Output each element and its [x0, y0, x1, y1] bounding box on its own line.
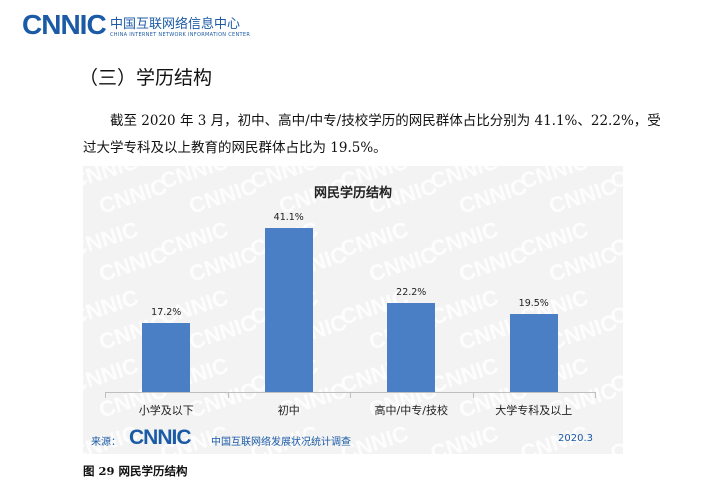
source-logo: CNNIC	[129, 426, 191, 449]
x-axis-tick	[472, 392, 474, 398]
source-label: 来源：	[91, 437, 121, 448]
category-label-0: 小学及以下	[138, 404, 194, 417]
x-axis-tick	[595, 392, 596, 398]
section-title: （三）学历结构	[79, 67, 213, 89]
category-label-1: 初中	[277, 404, 300, 417]
data-label-0: 17.2%	[151, 307, 182, 319]
data-label-2: 22.2%	[396, 287, 427, 299]
category-label-3: 大学专科及以上	[495, 404, 573, 417]
body-paragraph: 截至 2020 年 3 月，初中、高中/中专/技校学历的网民群体占比分别为 41…	[83, 113, 661, 156]
figure-caption: 图 29 网民学历结构	[83, 464, 188, 478]
x-axis-tick	[105, 392, 106, 398]
bar-plot: 17.2% 小学及以下 41.1% 初中 22.2% 高中/中专/技校 19.5% 大学专科及…	[83, 166, 623, 454]
bar-1	[264, 227, 313, 392]
source-org: 中国互联网络发展状况统计调查	[211, 437, 351, 448]
watermark-pattern: CNNIC CNNIC CNNIC CNNIC CNNIC CNNIC CNNICCNNIC…	[83, 166, 623, 454]
org-name-cn: 中国互联网络信息中心	[110, 17, 241, 32]
bar-2	[387, 303, 436, 392]
data-label-3: 19.5%	[518, 298, 549, 309]
source-date: 2020.3	[558, 433, 593, 444]
x-axis-tick	[350, 392, 351, 398]
chart-figure: CNNIC CNNIC CNNIC CNNIC CNNIC CNNIC CNNIC CNNIC…	[83, 166, 623, 454]
chart-title: 网民学历结构	[313, 186, 392, 201]
category-label-2: 高中/中专/技校	[374, 404, 448, 417]
bar-0	[142, 323, 191, 392]
org-name-en: CHINA INTERNET NETWORK INFORMATION CENTE…	[110, 32, 251, 38]
x-axis-tick	[227, 392, 229, 398]
page-header: CNNIC 中国互联网络信息中心 CHINA INTERNET NETWORK …	[22, 10, 322, 40]
cnnic-logo: CNNIC	[22, 9, 107, 40]
source-row: 来源： CNNIC 中国互联网络发展状况统计调查 2020.3	[83, 424, 623, 450]
bar-3	[509, 314, 558, 392]
data-label-1: 41.1%	[273, 211, 304, 223]
